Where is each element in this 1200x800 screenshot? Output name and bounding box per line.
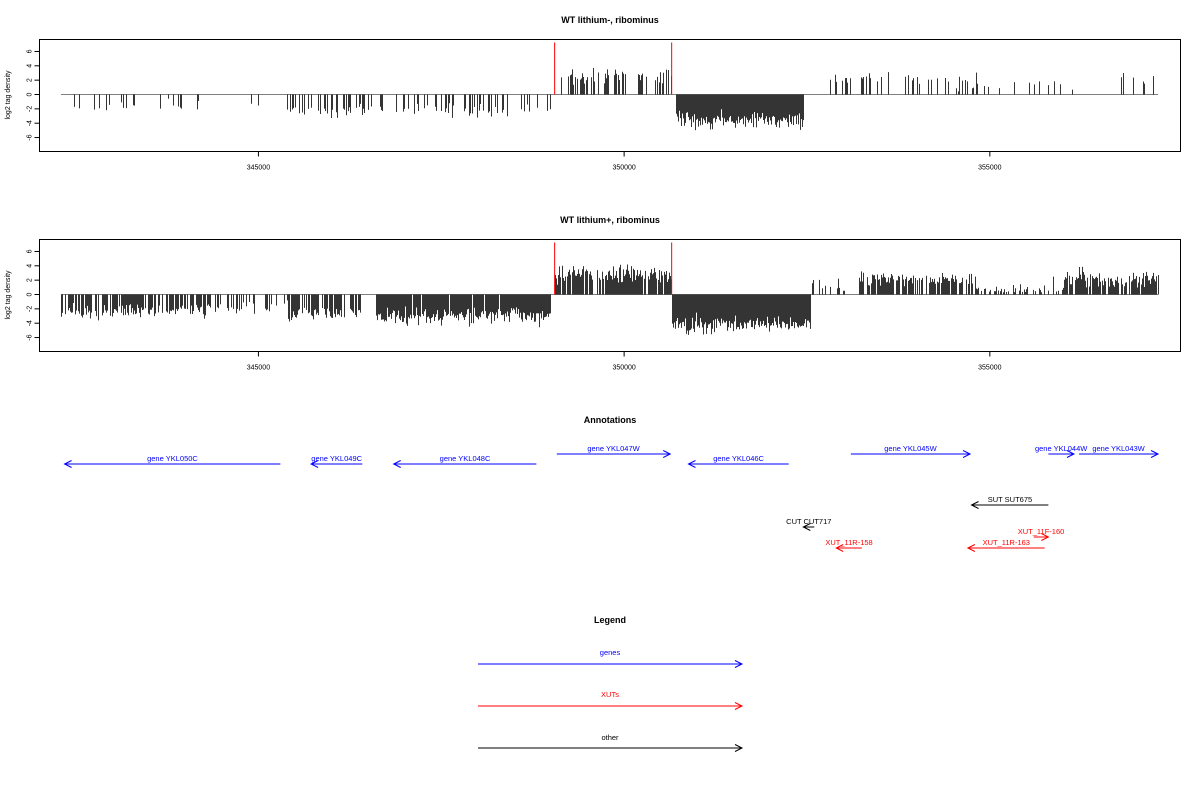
y-tick-label: 0 [27, 292, 34, 296]
annotation-arrowhead [1150, 450, 1160, 458]
y-tick-label: 4 [27, 64, 34, 68]
y-tick-label: 4 [27, 264, 34, 268]
annotation-label: gene YKL050C [147, 454, 198, 463]
annotation-arrowhead [802, 523, 811, 531]
annotation-label: gene YKL048C [440, 454, 491, 463]
panel-lithium-minus: WT lithium-, ribominus log2 tag density … [5, 15, 1181, 172]
panel-2-plot-frame [39, 239, 1181, 352]
panel-2-y-axis-label: log2 tag density [5, 270, 12, 320]
legend-arrowhead-other [734, 744, 744, 752]
annotation-features: gene YKL050C gene YKL049C gene YKL048C gene… [63, 444, 1160, 552]
annotations-track: Annotations gene YKL050C gene YKL049C gene… [63, 415, 1160, 552]
annotation-arrowhead [962, 450, 972, 458]
annotation-arrowhead [966, 544, 976, 552]
x-tick-label: 350000 [612, 165, 635, 172]
x-tick-label: 350000 [612, 365, 635, 372]
panel-1-axes: 6 4 2 0 -2 -4 -6 345000 350000 355000 [27, 49, 1002, 171]
panel-1-y-axis-label: log2 tag density [5, 70, 12, 120]
annotation-label: CUT CUT717 [786, 517, 831, 526]
panel-lithium-plus: WT lithium+, ribominus log2 tag density … [5, 215, 1181, 372]
legend-label-other: other [601, 733, 619, 742]
x-tick-label: 345000 [247, 165, 270, 172]
legend-arrowhead-xuts [734, 702, 744, 710]
annotation-label: XUT_11R-163 [983, 538, 1030, 547]
annotations-title: Annotations [584, 415, 637, 425]
panel-2-axes: 6 4 2 0 -2 -4 -6 345000 350000 355000 [27, 249, 1002, 371]
annotation-arrowhead [309, 460, 319, 468]
annotation-label: XUT_11R-158 [825, 538, 872, 547]
annotation-arrowhead [662, 450, 672, 458]
legend-title: Legend [594, 615, 626, 625]
y-tick-label: -6 [27, 334, 34, 340]
annotation-arrowhead [835, 544, 844, 552]
annotation-label: gene YKL043W [1092, 444, 1145, 453]
annotation-label: gene YKL049C [311, 454, 362, 463]
annotation-label: XUT_11F-160 [1018, 527, 1065, 536]
panel-1-plot-frame [39, 39, 1181, 152]
annotation-arrowhead [687, 460, 696, 468]
x-tick-label: 345000 [247, 365, 270, 372]
annotation-label: gene YKL044W [1035, 444, 1088, 453]
annotation-arrowhead [63, 460, 72, 468]
panel-2-signal-bars [60, 242, 1159, 335]
annotation-arrowhead [392, 460, 401, 468]
legend-label-xuts: XUTs [601, 690, 619, 699]
y-tick-label: -4 [27, 320, 34, 326]
panel-1-title: WT lithium-, ribominus [561, 15, 659, 25]
panel-1-signal-bars [60, 42, 1159, 131]
annotation-label: gene YKL046C [713, 454, 764, 463]
annotation-label: SUT SUT675 [988, 495, 1032, 504]
legend-item-genes: genes [478, 648, 744, 668]
legend: Legend genes XUTs other [478, 615, 744, 752]
legend-item-other: other [478, 733, 744, 752]
annotation-arrowhead [970, 501, 979, 509]
annotation-arrowhead [1066, 450, 1076, 458]
annotation-arrowhead [1041, 533, 1050, 541]
x-tick-label: 355000 [978, 165, 1001, 172]
y-tick-label: 0 [27, 92, 34, 96]
y-tick-label: -6 [27, 134, 34, 140]
annotation-label: gene YKL047W [587, 444, 640, 453]
y-tick-label: -2 [27, 306, 34, 312]
annotation-label: gene YKL045W [884, 444, 937, 453]
x-tick-label: 355000 [978, 365, 1001, 372]
panel-2-title: WT lithium+, ribominus [560, 215, 660, 225]
legend-item-xuts: XUTs [478, 690, 744, 710]
y-tick-label: 2 [27, 78, 34, 82]
legend-label-genes: genes [600, 648, 621, 657]
legend-arrowhead-genes [734, 660, 744, 668]
y-tick-label: -2 [27, 106, 34, 112]
y-tick-label: 2 [27, 278, 34, 282]
y-tick-label: -4 [27, 120, 34, 126]
y-tick-label: 6 [27, 249, 34, 253]
y-tick-label: 6 [27, 49, 34, 53]
